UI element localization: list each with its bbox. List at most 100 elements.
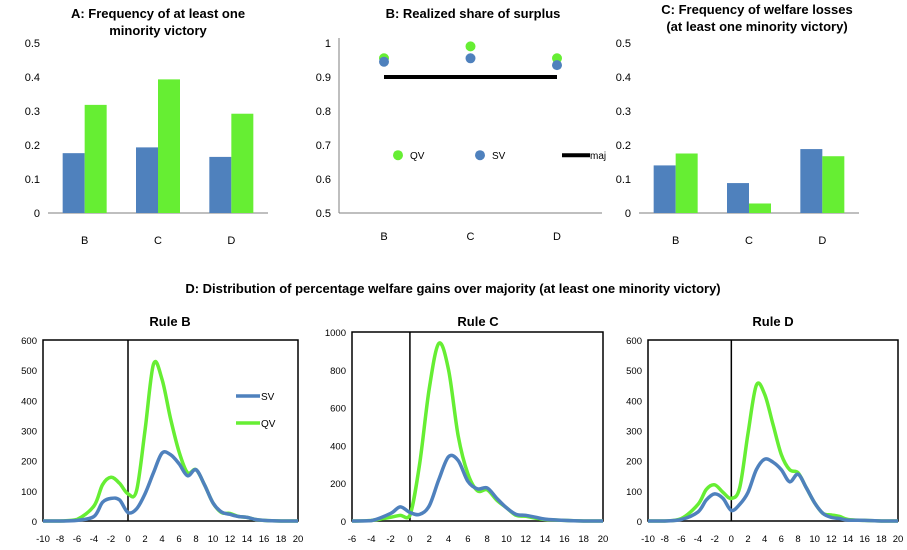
- chart-D2-plot-frame: [351, 331, 604, 522]
- chart-D3-ytick-label: 500: [626, 366, 642, 377]
- chart-B-legend-label-QV: QV: [410, 151, 425, 162]
- chart-D3-xtick-label: 20: [893, 534, 904, 545]
- chart-D2-ytick-label: 800: [330, 366, 346, 377]
- chart-C-xtick-label: D: [818, 235, 826, 247]
- chart-A-bar-SV-D: [209, 156, 232, 213]
- chart-B-ytick-label: 0.5: [316, 208, 331, 220]
- chart-D1-xtick-label: -4: [90, 534, 98, 545]
- chart-D1-ytick-label: 200: [21, 457, 37, 468]
- chart-C-bar-SV-D: [800, 149, 823, 213]
- chart-D3-xtick-label: 16: [859, 534, 870, 545]
- chart-D1-ytick-label: 600: [21, 336, 37, 347]
- chart-D3-xtick-label: 10: [809, 534, 820, 545]
- chart-D1-xtick-label: 18: [276, 534, 287, 545]
- chart-D1-plot-frame: [42, 339, 299, 522]
- chart-C-ytick-label: 0.3: [616, 106, 631, 118]
- chart-D1-xtick-label: 20: [293, 534, 304, 545]
- chart-D1-xtick-label: 0: [125, 534, 130, 545]
- chart-A-ytick-label: 0.5: [25, 38, 40, 50]
- chart-D2-xtick-label: 0: [407, 534, 412, 545]
- chart-B-xtick-label: D: [553, 231, 561, 243]
- chart-D3-xtick-label: 2: [745, 534, 750, 545]
- chart-D3-ytick-label: 0: [637, 517, 642, 528]
- chart-B-ytick-label: 1: [325, 38, 331, 50]
- chart-D1-xtick-label: 6: [176, 534, 181, 545]
- chart-D3-xtick-label: 0: [729, 534, 734, 545]
- chart-B-ytick-label: 0.9: [316, 72, 331, 84]
- chart-B-ytick-label: 0.6: [316, 174, 331, 186]
- figure-title: D: Distribution of percentage welfare ga…: [185, 281, 720, 296]
- chart-C-bar-QV-C: [749, 203, 771, 213]
- chart-B-legend-swatch-SV: [475, 150, 485, 161]
- chart-B-title-line-0: B: Realized share of surplus: [386, 6, 561, 21]
- chart-C-ytick-label: 0.5: [616, 38, 631, 50]
- chart-D2-xtick-label: 2: [427, 534, 432, 545]
- chart-D1-xtick-label: 12: [225, 534, 236, 545]
- chart-D3-ytick-label: 100: [626, 487, 642, 498]
- chart-B-legend-swatch-QV: [393, 150, 403, 161]
- chart-D1-xtick-label: -8: [56, 534, 64, 545]
- chart-B-point-SV-D: [552, 60, 562, 71]
- chart-D2-xtick-label: 20: [598, 534, 609, 545]
- chart-B-point-SV-B: [379, 56, 389, 67]
- chart-B-point-QV-C: [465, 41, 476, 52]
- chart-A-ytick-label: 0.3: [25, 106, 40, 118]
- chart-A-ytick-label: 0.2: [25, 140, 40, 152]
- chart-D1-ytick-label: 100: [21, 487, 37, 498]
- chart-D1-xtick-label: 8: [193, 534, 198, 545]
- chart-D3-ytick-label: 400: [626, 396, 642, 407]
- chart-D3-xtick-label: 14: [843, 534, 854, 545]
- chart-C-bar-QV-D: [822, 156, 845, 213]
- chart-D2-xtick-label: 4: [446, 534, 451, 545]
- chart-A-bar-SV-C: [136, 147, 158, 213]
- chart-C-ytick-label: 0.2: [616, 140, 631, 152]
- chart-D1-xtick-label: -6: [73, 534, 81, 545]
- chart-D1-xtick-label: 10: [208, 534, 219, 545]
- chart-C-xtick-label: B: [672, 235, 679, 247]
- chart-D2-series-SV-line: [351, 453, 603, 523]
- chart-A-xtick-label: D: [227, 235, 235, 247]
- chart-D3-xtick-label: -8: [660, 534, 668, 545]
- chart-D1-ytick-label: 300: [21, 427, 37, 438]
- chart-A-ytick-label: 0: [34, 208, 40, 220]
- chart-D3-plot-frame: [647, 339, 899, 522]
- chart-A-bar-QV-C: [158, 79, 180, 213]
- chart-D1-title-line-0: Rule B: [149, 314, 190, 329]
- chart-C-bar-QV-B: [675, 153, 698, 213]
- chart-D2-title-line-0: Rule C: [457, 314, 499, 329]
- chart-B-xtick-label: B: [380, 231, 387, 243]
- chart-D1-ytick-label: 0: [32, 517, 37, 528]
- chart-B-point-SV-C: [465, 53, 476, 64]
- chart-D3-xtick-label: 6: [779, 534, 784, 545]
- chart-D3-xtick-label: 12: [826, 534, 837, 545]
- chart-C-ytick-label: 0.1: [616, 174, 631, 186]
- chart-D1-xtick-label: 14: [242, 534, 253, 545]
- chart-B-xtick-label: C: [467, 231, 475, 243]
- chart-A-xtick-label: B: [81, 235, 88, 247]
- chart-C-xtick-label: C: [745, 235, 753, 247]
- chart-D2-xtick-label: -2: [386, 534, 394, 545]
- chart-C-ytick-label: 0: [625, 208, 631, 220]
- chart-D1-legend-label-SV: SV: [261, 392, 275, 403]
- chart-D3-series-QV-line: [647, 381, 898, 523]
- chart-B-ytick-label: 0.7: [316, 140, 331, 152]
- chart-A-bar-QV-B: [84, 104, 107, 213]
- chart-D2-xtick-label: 6: [465, 534, 470, 545]
- chart-A-bar-SV-B: [62, 153, 85, 213]
- chart-D3-xtick-label: 8: [795, 534, 800, 545]
- chart-D1-xtick-label: 16: [259, 534, 270, 545]
- chart-C-ytick-label: 0.4: [616, 72, 631, 84]
- chart-D3-ytick-label: 300: [626, 427, 642, 438]
- chart-B-legend-label-maj: maj: [590, 151, 606, 162]
- chart-D3-xtick-label: -2: [710, 534, 718, 545]
- chart-D2-ytick-label: 600: [330, 404, 346, 415]
- chart-A-ytick-label: 0.4: [25, 72, 40, 84]
- chart-D1-legend-label-QV: QV: [261, 419, 276, 430]
- chart-D3-series-SV-line: [647, 457, 898, 523]
- chart-D2-ytick-label: 400: [330, 441, 346, 452]
- chart-D1-series-QV-line: [42, 359, 298, 523]
- chart-D2-ytick-label: 200: [330, 479, 346, 490]
- chart-D2-xtick-label: 10: [501, 534, 512, 545]
- chart-D3-xtick-label: 4: [762, 534, 767, 545]
